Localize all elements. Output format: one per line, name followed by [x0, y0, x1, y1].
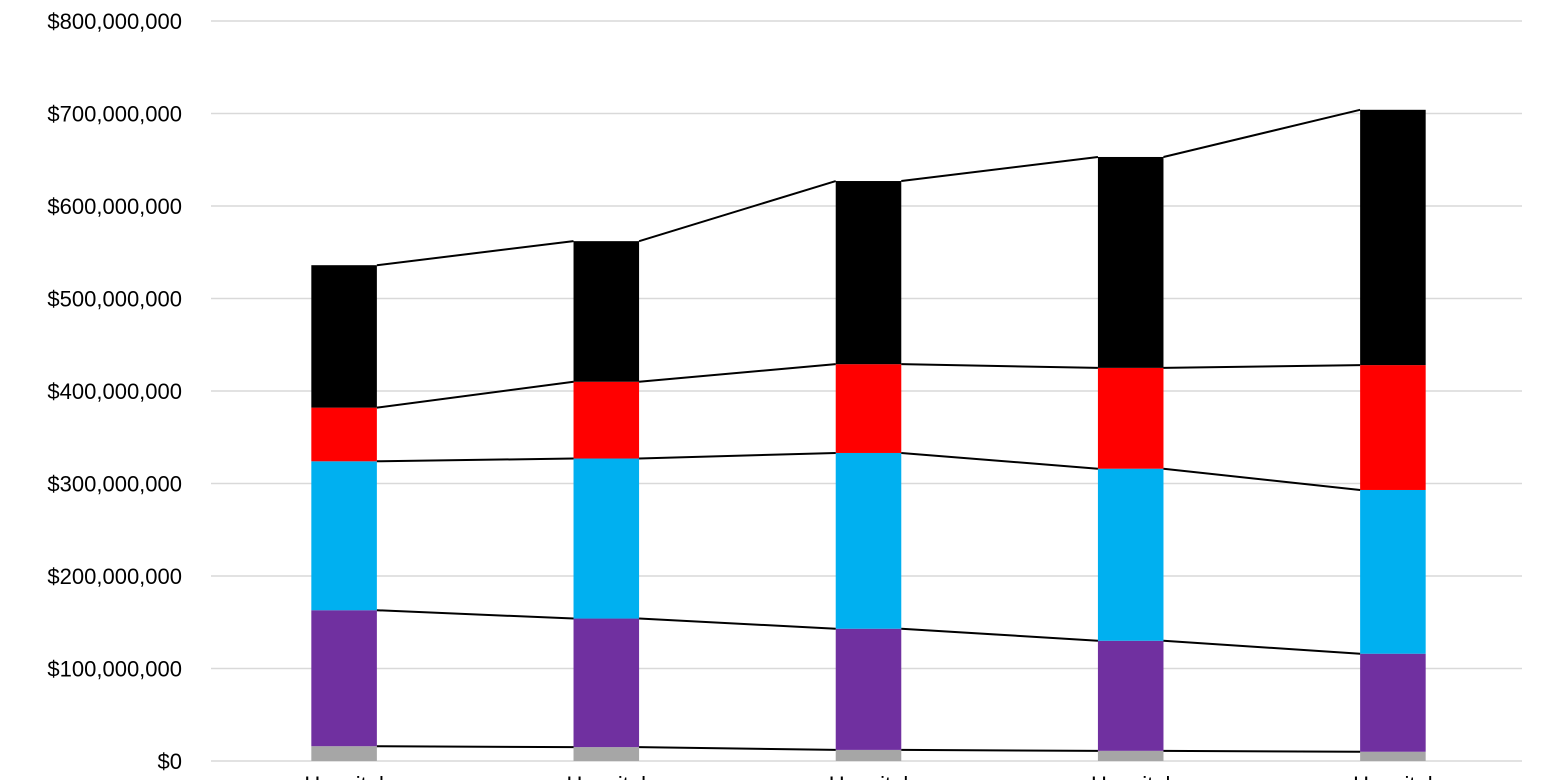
series-line: [901, 363, 1098, 369]
bar-segment: [311, 746, 377, 761]
bar-segment: [573, 241, 640, 382]
y-tick-label: $300,000,000: [47, 472, 182, 497]
y-tick-label: $700,000,000: [47, 102, 182, 127]
x-category-label: Hospital: [1353, 772, 1432, 780]
series-line: [901, 451, 1099, 470]
bar-segment: [1097, 640, 1164, 751]
bar-segment: [1360, 489, 1426, 654]
series-line: [639, 746, 836, 751]
bar-segment: [1360, 751, 1426, 761]
bar-segment: [311, 610, 377, 747]
bar-segment: [311, 265, 377, 408]
bar-segment: [1360, 653, 1426, 752]
bar-segment: [573, 381, 640, 459]
y-axis-tick-labels: $0 $100,000,000 $200,000,000 $300,000,000 $4…: [47, 9, 182, 774]
y-tick-label: $200,000,000: [47, 564, 182, 589]
bar-segment: [1360, 109, 1426, 366]
x-category-label: Hospital: [304, 772, 383, 780]
y-tick-label: $100,000,000: [47, 657, 182, 682]
series-line: [901, 155, 1099, 183]
series-line: [1163, 108, 1361, 158]
bar-segment: [1097, 750, 1164, 761]
x-category-label: Hospital: [1091, 772, 1170, 780]
series-line: [901, 627, 1098, 642]
bar-segment: [573, 618, 640, 748]
series-line: [376, 745, 574, 749]
series-line: [376, 609, 574, 620]
y-tick-label: $400,000,000: [47, 379, 182, 404]
series-line: [1163, 749, 1361, 753]
bars: [311, 109, 1426, 761]
bar-segment: [1097, 468, 1164, 641]
y-tick-label: $800,000,000: [47, 9, 182, 34]
x-category-label: Hospital: [567, 772, 646, 780]
series-line: [1163, 467, 1361, 491]
series-line: [1163, 639, 1361, 655]
x-category-label: Hospital: [829, 772, 908, 780]
bar-segment: [1360, 365, 1426, 490]
bar-segment: [573, 747, 640, 761]
bar-segment: [1097, 367, 1164, 469]
series-line: [376, 380, 574, 409]
bar-segment: [311, 461, 377, 611]
series-line: [639, 617, 836, 630]
series-line: [1163, 364, 1361, 369]
y-tick-label: $0: [158, 749, 182, 774]
y-tick-label: $600,000,000: [47, 194, 182, 219]
series-line: [638, 363, 836, 383]
bar-segment: [1097, 156, 1164, 368]
bar-segment: [573, 458, 640, 619]
bar-segment: [835, 181, 902, 365]
series-line: [901, 748, 1098, 752]
bar-segment: [311, 407, 377, 462]
series-line: [376, 457, 574, 463]
bar-segment: [835, 628, 902, 750]
bar-segment: [835, 364, 902, 453]
x-axis-category-labels: Hospital Hospital Hospital Hospital Hospital: [304, 772, 1432, 780]
bar-segment: [835, 452, 902, 629]
series-line: [638, 180, 837, 243]
y-tick-label: $500,000,000: [47, 287, 182, 312]
series-lines: [376, 108, 1361, 753]
series-line: [376, 240, 574, 267]
series-line: [639, 451, 836, 460]
bar-segment: [835, 749, 902, 761]
